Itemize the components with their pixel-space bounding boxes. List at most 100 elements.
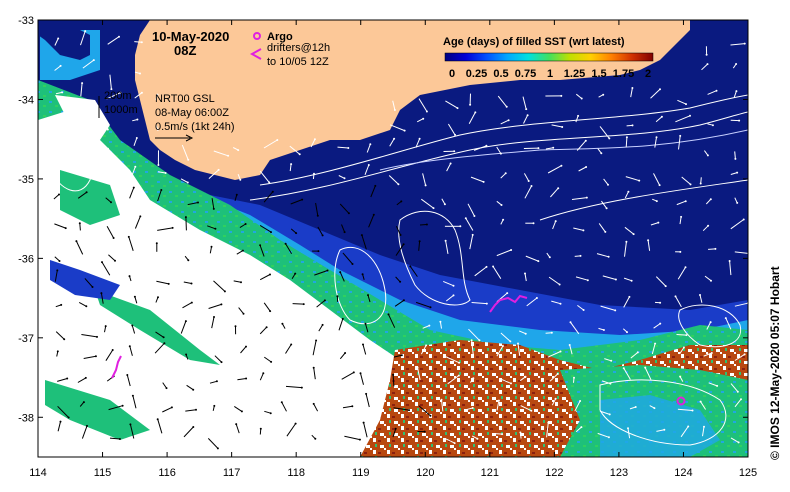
current-vector-head: [580, 97, 583, 100]
current-vector: [209, 380, 218, 384]
current-vector-head: [259, 244, 262, 247]
current-vector-head: [301, 198, 304, 201]
current-vector-head: [625, 136, 628, 139]
current-vector-head: [453, 442, 456, 445]
current-vector: [500, 332, 511, 342]
contour-1000m-shelf: [249, 111, 748, 201]
current-vector-head: [85, 191, 88, 194]
current-vector-head: [281, 322, 284, 325]
current-vector-head: [689, 183, 692, 186]
current-vector-head: [110, 88, 113, 91]
current-vector: [497, 95, 508, 108]
current-vector-head: [687, 425, 690, 428]
current-vector: [53, 194, 60, 200]
current-vector: [285, 344, 292, 354]
current-vector: [237, 378, 247, 381]
current-vector-head: [86, 149, 89, 152]
current-vector-head: [502, 218, 505, 221]
current-vector-head: [715, 89, 718, 92]
current-vector-head: [352, 371, 355, 374]
current-vector-head: [91, 286, 94, 288]
current-vector: [101, 261, 111, 276]
current-vector: [656, 429, 665, 432]
current-vector-head: [663, 428, 666, 431]
current-vector: [699, 294, 703, 303]
depth-1000-label: 1000m: [104, 104, 138, 116]
current-vector-head: [156, 128, 159, 131]
axis-ticks: 114 115 116 117 118 119 120 121 122 123 124 125-33-…: [18, 15, 757, 479]
current-vector: [547, 351, 561, 358]
current-vector-head: [432, 207, 435, 210]
current-vector: [213, 150, 229, 157]
current-vector-head: [418, 137, 421, 140]
current-vector: [106, 226, 115, 239]
current-vector: [578, 166, 587, 172]
current-vector-head: [107, 147, 109, 150]
current-vector: [624, 226, 634, 235]
current-vector: [706, 321, 712, 330]
current-vector-head: [312, 366, 315, 369]
current-vector-head: [507, 119, 510, 122]
current-vector-head: [684, 266, 687, 269]
current-vector: [128, 236, 134, 251]
current-vector-head: [653, 407, 656, 410]
current-vector: [81, 425, 88, 439]
current-vector-head: [444, 239, 447, 242]
current-vector-head: [679, 250, 682, 253]
current-vector-head: [185, 353, 188, 356]
green-streak-3: [60, 170, 120, 225]
current-vector-head: [359, 372, 362, 375]
current-vector-head: [343, 177, 346, 180]
current-vector: [445, 240, 449, 254]
current-vector: [623, 277, 632, 282]
current-vector: [75, 240, 84, 255]
current-vector-head: [58, 193, 60, 196]
current-vector-head: [167, 282, 170, 285]
current-vector-head: [743, 42, 746, 45]
colorbar-tick-label: 1.25: [564, 68, 585, 80]
current-vector-head: [81, 82, 84, 85]
current-vector: [602, 275, 617, 280]
current-vector: [677, 99, 687, 105]
current-vector-head: [106, 128, 109, 131]
current-vector-head: [399, 234, 402, 236]
current-vector: [339, 352, 346, 360]
current-vector: [208, 303, 222, 309]
current-vector: [655, 276, 667, 287]
current-vector: [234, 405, 243, 412]
current-vector: [362, 344, 367, 355]
current-vector-head: [262, 372, 265, 375]
current-vector: [625, 176, 640, 182]
current-vector-head: [554, 397, 557, 400]
current-vector: [500, 378, 512, 384]
current-vector: [134, 216, 141, 229]
current-vector: [155, 331, 164, 338]
current-vector: [725, 317, 732, 330]
current-vector-head: [276, 139, 279, 141]
current-vector-head: [626, 331, 628, 334]
current-vector-head: [393, 109, 396, 111]
current-vector-head: [471, 407, 474, 409]
current-vector: [317, 226, 324, 236]
current-vector: [239, 223, 246, 229]
current-vector-head: [195, 408, 197, 411]
current-vector-head: [213, 316, 215, 318]
current-vector-head: [392, 373, 395, 376]
current-vector-head: [402, 243, 405, 246]
current-vector-head: [499, 152, 502, 155]
current-vector-head: [560, 94, 563, 97]
current-vector-head: [315, 339, 318, 342]
current-vector: [54, 118, 66, 122]
current-vector-head: [400, 354, 403, 357]
current-vector-head: [344, 352, 347, 354]
current-vector-head: [554, 220, 557, 223]
current-vector: [84, 278, 93, 288]
current-vector: [339, 203, 350, 214]
current-vector-head: [485, 302, 488, 305]
current-vector: [730, 437, 739, 443]
current-vector-head: [402, 299, 405, 302]
current-vector-head: [121, 404, 124, 407]
current-vector-head: [126, 374, 129, 376]
current-vector-head: [362, 343, 364, 346]
current-vector-head: [298, 153, 301, 156]
